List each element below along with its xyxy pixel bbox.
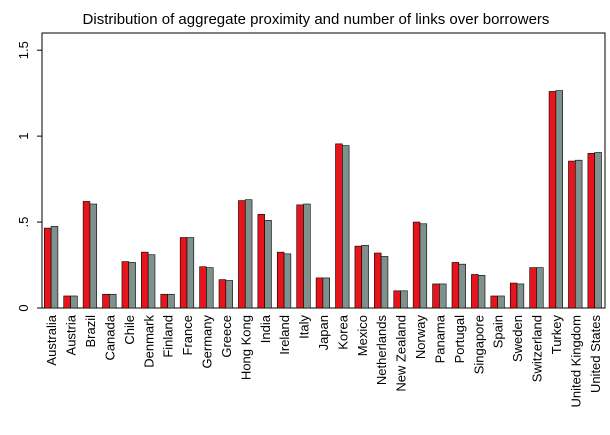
category-label: Ireland xyxy=(277,315,292,355)
category-label: Australia xyxy=(44,314,59,365)
bar-series-1 xyxy=(412,221,421,309)
y-tick-label: .5 xyxy=(16,217,31,228)
bar-series-2 xyxy=(109,293,117,309)
category-label: Mexico xyxy=(355,315,370,356)
bar-series-1 xyxy=(587,153,595,309)
bar-series-2 xyxy=(400,290,408,309)
bar-series-1 xyxy=(529,267,537,309)
bar-series-1 xyxy=(548,91,557,309)
bar-series-1 xyxy=(63,295,71,309)
bar-series-2 xyxy=(70,295,78,309)
bar-series-1 xyxy=(315,277,324,309)
bar-series-1 xyxy=(44,227,52,309)
category-label: United States xyxy=(588,315,603,394)
category-label: India xyxy=(258,314,273,343)
category-label: Denmark xyxy=(141,315,156,368)
category-label: Netherlands xyxy=(374,315,389,386)
category-label: Portugal xyxy=(452,315,467,364)
bar-series-1 xyxy=(374,252,382,309)
bar-series-2 xyxy=(555,90,563,309)
bar-series-1 xyxy=(568,160,576,309)
category-label: United Kingdom xyxy=(568,315,583,408)
category-label: Germany xyxy=(200,315,215,369)
category-label: Panama xyxy=(432,314,447,363)
bar-series-2 xyxy=(206,267,214,309)
y-tick-label: 0 xyxy=(16,304,31,311)
category-label: Turkey xyxy=(549,315,564,355)
bar-series-2 xyxy=(477,275,486,309)
category-label: New Zealand xyxy=(394,315,409,392)
category-label: Norway xyxy=(413,315,428,360)
bar-series-2 xyxy=(186,237,195,309)
bar-series-1 xyxy=(509,282,518,309)
bar-series-2 xyxy=(244,199,253,309)
bar-series-2 xyxy=(419,223,428,309)
bar-series-1 xyxy=(471,274,479,309)
category-label: Austria xyxy=(64,314,79,355)
bar-series-1 xyxy=(490,295,498,309)
bar-series-2 xyxy=(361,244,369,309)
category-label: Spain xyxy=(491,315,506,348)
bar-series-1 xyxy=(432,283,440,309)
category-label: Sweden xyxy=(510,315,525,362)
category-label: Italy xyxy=(297,315,312,339)
bar-series-2 xyxy=(380,256,389,309)
bar-series-1 xyxy=(393,290,401,309)
bar-series-2 xyxy=(167,293,175,309)
bar-series-1 xyxy=(296,204,304,309)
bar-series-2 xyxy=(89,203,98,309)
y-tick-label: 1.5 xyxy=(16,41,31,59)
bar-series-2 xyxy=(322,277,330,309)
bar-series-2 xyxy=(458,263,466,309)
bar-series-1 xyxy=(102,293,110,309)
bar-series-1 xyxy=(354,245,363,309)
bar-series-1 xyxy=(82,201,91,309)
bar-series-1 xyxy=(335,143,343,309)
bar-series-2 xyxy=(594,152,602,309)
bar-series-1 xyxy=(179,237,188,309)
category-label: Korea xyxy=(335,314,350,349)
category-label: Chile xyxy=(122,315,137,345)
category-label: Switzerland xyxy=(530,315,545,382)
bar-series-1 xyxy=(451,262,460,309)
bar-series-2 xyxy=(147,254,156,309)
bar-series-2 xyxy=(342,145,350,309)
category-label: France xyxy=(180,315,195,355)
plot-area: 0 .5 1 1.5 Australia Austria Brazil Canada Chile… xyxy=(16,32,606,408)
bar-series-1 xyxy=(121,261,130,309)
bar-series-1 xyxy=(238,200,246,309)
category-label: Singapore xyxy=(471,315,486,374)
bar-series-2 xyxy=(439,283,447,309)
y-tick-label: 1 xyxy=(16,133,31,140)
bar-series-2 xyxy=(128,262,136,309)
bar-series-2 xyxy=(264,220,272,309)
category-label: Finland xyxy=(161,315,176,358)
bar-series-2 xyxy=(303,203,311,309)
category-label: Brazil xyxy=(83,315,98,348)
bar-series-2 xyxy=(283,253,292,309)
bar-series-2 xyxy=(536,267,544,309)
bar-series-1 xyxy=(218,279,227,309)
bar-series-1 xyxy=(141,251,149,309)
bar-series-2 xyxy=(225,280,233,309)
category-label: Japan xyxy=(316,315,331,350)
bar-series-1 xyxy=(276,251,285,309)
category-label: Canada xyxy=(102,314,117,360)
bar-series-1 xyxy=(257,214,265,309)
category-label: Greece xyxy=(219,315,234,358)
category-label: Hong Kong xyxy=(238,315,253,380)
bar-series-1 xyxy=(199,266,207,309)
bar-series-1 xyxy=(160,293,168,309)
chart-title: Distribution of aggregate proximity and … xyxy=(83,11,550,28)
bar-series-2 xyxy=(50,226,59,309)
bar-series-2 xyxy=(516,283,525,309)
bar-series-2 xyxy=(574,159,583,309)
bar-series-2 xyxy=(497,295,505,309)
